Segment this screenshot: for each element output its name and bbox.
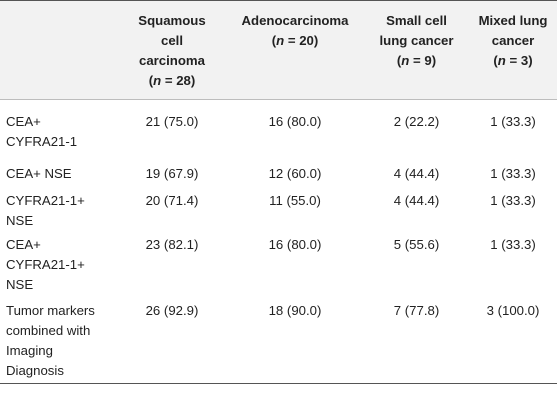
cell-squamous: 26 (92.9) [145, 302, 199, 318]
row-label-line: CYFRA21-1 [6, 134, 78, 149]
header-blank-cell [0, 0, 118, 100]
cell-mixed: 3 (100.0) [486, 302, 540, 318]
header-mixed-n-post: = 3) [505, 53, 533, 68]
table-row: CEA+ NSE 19 (67.9) 12 (60.0) 4 (44.4) 1 … [0, 162, 557, 189]
header-squamous-line2: cell [161, 33, 183, 48]
header-small-n-var: n [401, 53, 410, 68]
cell-mixed: 1 (33.3) [490, 114, 536, 129]
header-squamous: Squamous cell carcinoma (n = 28) [118, 0, 226, 100]
cell-mixed: 1 (33.3) [490, 165, 536, 181]
row-label-line: CEA+ [6, 114, 41, 129]
row-label: Tumor markers combined with Imaging Diag… [0, 299, 118, 384]
table-row: CYFRA21-1+ NSE 20 (71.4) 11 (55.0) 4 (44… [0, 189, 557, 233]
cell-adenocarcinoma: 16 (80.0) [268, 236, 322, 252]
header-adenocarcinoma: Adenocarcinoma (n = 20) [226, 0, 364, 100]
row-label-line: NSE [6, 212, 34, 228]
row-label-line: combined with [6, 322, 91, 338]
header-small-line2: lung cancer [379, 33, 454, 48]
cell-mixed: 1 (33.3) [490, 192, 536, 208]
row-label-line: Tumor markers [6, 302, 95, 318]
row-label-line: CYFRA21-1+ [6, 256, 85, 272]
table-body: CEA+ CYFRA21-1 21 (75.0) 16 (80.0) 2 (22… [0, 100, 557, 384]
row-label: CEA+ CYFRA21-1 [0, 100, 118, 162]
header-mixed: Mixed lung cancer (n = 3) [469, 0, 557, 100]
cell-adenocarcinoma: 18 (90.0) [268, 302, 322, 318]
table-row: CEA+ CYFRA21-1+ NSE 23 (82.1) 16 (80.0) … [0, 233, 557, 299]
cell-small-cell: 4 (44.4) [393, 165, 440, 181]
row-label: CYFRA21-1+ NSE [0, 189, 118, 233]
row-label: CEA+ NSE [0, 162, 118, 189]
cell-small-cell: 7 (77.8) [393, 302, 440, 318]
cell-small-cell: 4 (44.4) [393, 192, 440, 208]
cell-small-cell: 5 (55.6) [393, 236, 440, 252]
header-adeno-n-pre: ( [271, 33, 277, 48]
table-row: CEA+ CYFRA21-1 21 (75.0) 16 (80.0) 2 (22… [0, 100, 557, 162]
table-row: Tumor markers combined with Imaging Diag… [0, 299, 557, 384]
header-squamous-n-post: = 28) [161, 73, 196, 88]
table-header: Squamous cell carcinoma (n = 28) Adenoca… [0, 0, 557, 100]
cell-squamous: 21 (75.0) [145, 114, 199, 129]
row-label-line: CEA+ NSE [6, 165, 72, 181]
header-small-cell: Small cell lung cancer (n = 9) [364, 0, 469, 100]
header-squamous-n-pre: ( [148, 73, 154, 88]
header-adeno-line1: Adenocarcinoma [241, 13, 349, 28]
cell-adenocarcinoma: 11 (55.0) [269, 192, 321, 208]
cell-squamous: 20 (71.4) [145, 192, 199, 208]
header-mixed-line1: Mixed lung [478, 13, 548, 28]
header-adeno-n-post: = 20) [284, 33, 319, 48]
header-small-n-pre: ( [396, 53, 402, 68]
row-label: CEA+ CYFRA21-1+ NSE [0, 233, 118, 299]
cell-adenocarcinoma: 12 (60.0) [268, 165, 322, 181]
header-adeno-n-var: n [276, 33, 285, 48]
row-label-line: NSE [6, 276, 34, 292]
results-table: Squamous cell carcinoma (n = 28) Adenoca… [0, 0, 557, 384]
header-small-line1: Small cell [386, 13, 447, 28]
header-mixed-line2: cancer [491, 33, 535, 48]
cell-squamous: 23 (82.1) [145, 236, 199, 252]
row-label-line: Diagnosis [6, 362, 64, 378]
row-label-line: Imaging [6, 342, 53, 358]
cell-small-cell: 2 (22.2) [393, 114, 440, 129]
header-squamous-line1: Squamous [138, 13, 206, 28]
header-mixed-n-var: n [497, 53, 506, 68]
row-label-line: CEA+ [6, 236, 41, 252]
header-mixed-n-pre: ( [493, 53, 498, 68]
header-squamous-n-var: n [153, 73, 162, 88]
header-small-n-post: = 9) [409, 53, 437, 68]
cell-mixed: 1 (33.3) [490, 236, 536, 252]
cell-squamous: 19 (67.9) [145, 165, 199, 181]
row-label-line: CYFRA21-1+ [6, 192, 85, 208]
header-squamous-line3: carcinoma [139, 53, 205, 68]
cell-adenocarcinoma: 16 (80.0) [268, 114, 322, 129]
